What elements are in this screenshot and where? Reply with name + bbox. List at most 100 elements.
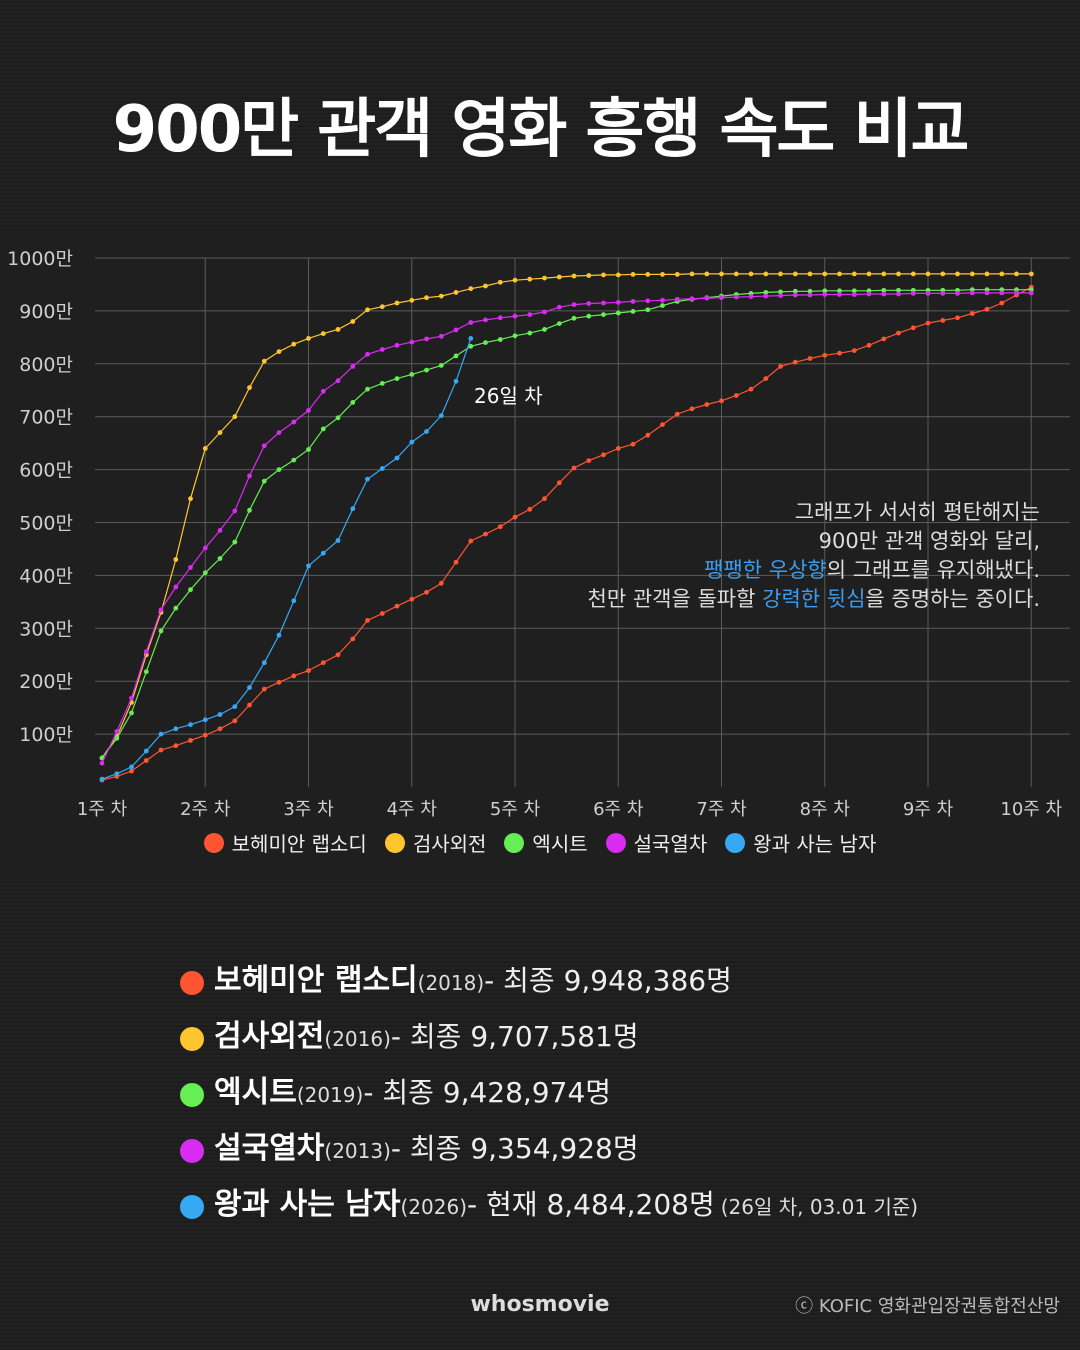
data-point (438, 363, 444, 368)
data-point (556, 304, 562, 310)
data-point (261, 443, 267, 449)
data-point (704, 295, 710, 301)
data-point (896, 330, 901, 336)
data-point (763, 293, 769, 299)
data-point (424, 336, 429, 342)
data-point (955, 271, 960, 277)
series-line (101, 338, 472, 780)
data-point (969, 271, 975, 277)
data-point (320, 660, 326, 666)
data-point (542, 309, 547, 315)
movie-year: (2018) (417, 971, 485, 995)
brand-logo: whosmovie (470, 1292, 610, 1317)
data-point (851, 271, 857, 277)
data-point (527, 506, 533, 512)
series-line (101, 292, 1032, 764)
data-point (483, 340, 488, 345)
annotation-line-4-b: 을 증명하는 중이다. (865, 587, 1040, 611)
data-point (424, 295, 429, 301)
y-tick-label: 500만 (19, 513, 73, 535)
data-point (778, 293, 783, 298)
movie-name: 설국열차 (214, 1131, 325, 1166)
data-point (173, 605, 179, 611)
movie-year: (2019) (296, 1083, 364, 1107)
data-point (733, 271, 739, 277)
data-point (453, 353, 459, 359)
data-point (571, 273, 577, 279)
data-point (217, 430, 223, 435)
series-line (101, 289, 1032, 759)
data-point (630, 441, 636, 447)
data-point (1028, 290, 1034, 296)
data-point (733, 393, 739, 398)
data-point (497, 279, 503, 285)
data-point (733, 294, 739, 300)
data-point (247, 473, 252, 479)
data-point (202, 732, 208, 738)
data-point (660, 422, 665, 427)
legend-item: 설국열차 (605, 828, 707, 857)
legend-dot (203, 832, 224, 853)
data-point (807, 356, 813, 361)
data-point (497, 337, 503, 342)
legend-item: 엑시트 (504, 828, 588, 857)
movie-total: - 최종 9,354,928명 (390, 1132, 639, 1165)
movie-name: 왕과 사는 남자 (214, 1187, 401, 1222)
data-point (542, 496, 547, 502)
data-point (822, 292, 828, 297)
data-point (556, 274, 562, 280)
data-point (748, 294, 754, 299)
data-point (335, 378, 341, 384)
data-point (379, 466, 385, 471)
data-point (542, 327, 547, 332)
movie-total: - 최종 9,707,581명 (390, 1020, 639, 1053)
data-point (601, 312, 606, 317)
legend-dot (605, 832, 626, 853)
data-point (851, 348, 857, 353)
data-point (99, 776, 105, 782)
data-point (217, 726, 223, 732)
data-point (866, 291, 872, 297)
data-point (660, 272, 665, 277)
data-point (837, 350, 842, 356)
data-point (955, 315, 960, 321)
data-point (778, 364, 783, 369)
data-point (925, 271, 931, 277)
chart-legend: 보헤미안 랩소디 검사외전 엑시트 설국열차 왕과 사는 남자 (0, 828, 1080, 857)
data-point (630, 309, 636, 314)
data-point (379, 304, 385, 310)
data-point (763, 271, 769, 277)
data-point (645, 298, 651, 304)
data-point (615, 300, 621, 305)
data-point (674, 411, 680, 417)
data-point (261, 660, 267, 666)
data-point (291, 673, 297, 679)
data-point (99, 760, 105, 766)
movie-name: 검사외전 (214, 1019, 325, 1054)
annotation-line-3: 팽팽한 우상향의 그래프를 유지해냈다. (588, 556, 1040, 585)
data-point (999, 271, 1005, 277)
data-point (512, 333, 518, 339)
data-point (276, 679, 282, 685)
data-point (984, 290, 990, 296)
series-dot (180, 971, 204, 995)
data-point (247, 385, 252, 390)
data-point (394, 376, 400, 381)
data-point (822, 271, 828, 277)
series-dot (180, 1083, 204, 1107)
legend-dot (504, 832, 525, 853)
legend-dot (725, 832, 746, 853)
data-point (792, 359, 798, 365)
data-point (881, 336, 887, 342)
x-tick-label: 5주 차 (490, 799, 541, 820)
series-line (101, 286, 1032, 781)
data-point (350, 636, 356, 642)
final-row: 검사외전 (2016) - 최종 9,707,581명 (180, 1011, 918, 1067)
data-point (704, 271, 710, 277)
data-point (424, 367, 429, 373)
legend-label: 보헤미안 랩소디 (231, 832, 367, 856)
legend-label: 엑시트 (532, 832, 588, 856)
movie-note: (26일 차, 03.01 기준) (720, 1195, 919, 1219)
y-tick-label: 800만 (19, 354, 73, 376)
data-point (173, 726, 179, 732)
